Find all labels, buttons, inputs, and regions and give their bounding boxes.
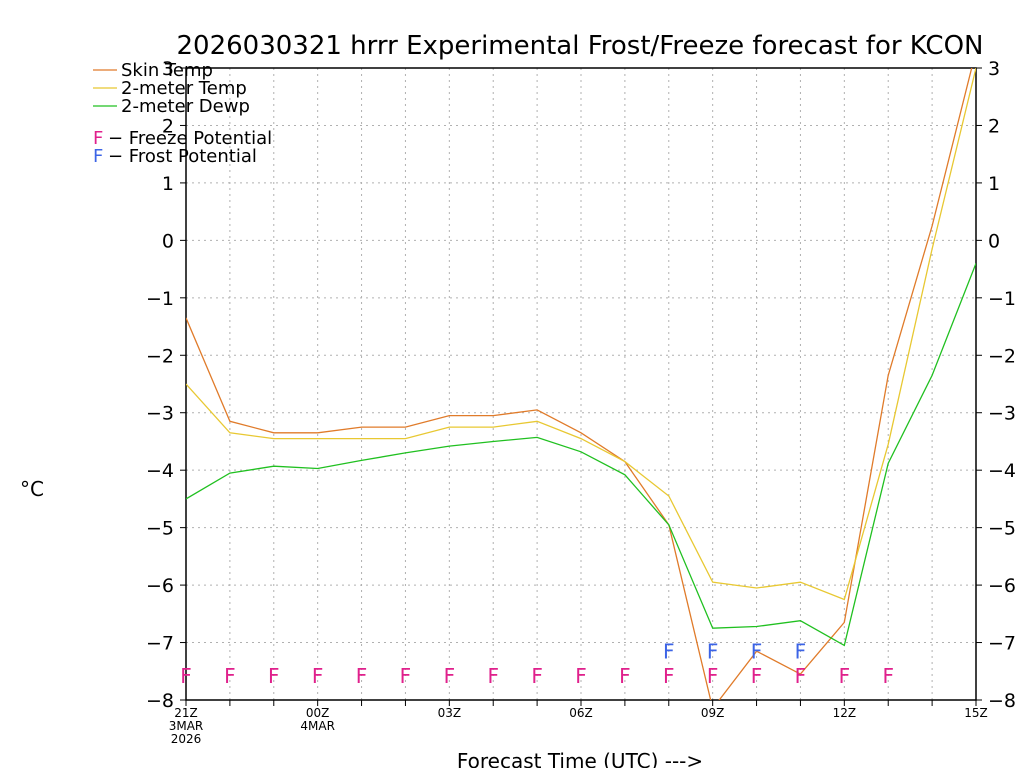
freeze-flag: F (839, 664, 851, 688)
y-tick-label-left: −6 (146, 575, 174, 597)
y-tick-label-left: −3 (146, 403, 174, 425)
freeze-flag: F (531, 664, 543, 688)
y-tick-label-left: −4 (146, 460, 174, 482)
x-tick-label: 12Z (833, 706, 857, 720)
flags-layer: F F F F F F F F F F F F F F F F FF F F F (180, 639, 894, 688)
y-tick-label-right: 2 (988, 115, 1000, 137)
x-axis-label: Forecast Time (UTC) ---> (457, 749, 703, 768)
x-tick-label: 21Z (174, 706, 198, 720)
x-tick-label: 4MAR (300, 719, 335, 733)
y-tick-label-left: 3 (162, 58, 174, 80)
y-tick-label-right: −5 (988, 518, 1016, 540)
freeze-flag: F (795, 664, 807, 688)
y-tick-label-left: −8 (146, 690, 174, 712)
freeze-flag: F (268, 664, 280, 688)
freeze-flag: F (312, 664, 324, 688)
series-line-2-meter-dewp (186, 263, 976, 647)
freeze-flag: F (487, 664, 499, 688)
y-tick-label-right: 1 (988, 173, 1000, 195)
flag-legend-glyph: F (93, 146, 103, 167)
y-tick-label-right: −2 (988, 345, 1016, 367)
freeze-flag: F (882, 664, 894, 688)
freeze-flag: F (707, 664, 719, 688)
y-tick-label-right: −1 (988, 288, 1016, 310)
legend-label: Skin Temp (121, 60, 213, 81)
freeze-flag: F (444, 664, 456, 688)
frost-flag: F (707, 639, 719, 663)
freeze-flag: F (751, 664, 763, 688)
flag-legend-glyph: F (93, 128, 103, 149)
y-tick-label-right: −8 (988, 690, 1016, 712)
series-line-skin-temp (186, 68, 973, 700)
x-tick-label: 03Z (438, 706, 462, 720)
y-tick-label-left: −2 (146, 345, 174, 367)
frost-flag: F (663, 639, 675, 663)
y-tick-label-left: 1 (162, 173, 174, 195)
x-tick-label: 2026 (171, 732, 202, 746)
y-tick-label-left: 0 (162, 230, 174, 252)
y-tick-label-right: −3 (988, 403, 1016, 425)
y-tick-label-left: 2 (162, 115, 174, 137)
legend-label: 2-meter Dewp (121, 96, 250, 117)
flag-legend-label: − Freeze Potential (108, 128, 272, 149)
axis-ticks: −8 −8 −7 −7 −6 −6 −5 −5 −4 −4 −3 −3 −2 −2 −1 −1 0 0 1 1 2 2 3 3… (146, 58, 1016, 746)
x-tick-label: 15Z (964, 706, 988, 720)
flag-legend-label: − Frost Potential (108, 146, 257, 167)
freeze-flag: F (180, 664, 192, 688)
y-tick-label-left: −5 (146, 518, 174, 540)
freeze-flag: F (575, 664, 587, 688)
frost-flag: F (795, 639, 807, 663)
series-line-2-meter-temp (186, 68, 976, 601)
y-tick-label-right: −6 (988, 575, 1016, 597)
y-tick-label-left: −1 (146, 288, 174, 310)
x-tick-label: 00Z (306, 706, 330, 720)
y-axis-label: °C (20, 477, 44, 501)
frost-flag: F (751, 639, 763, 663)
y-tick-label-right: 3 (988, 58, 1000, 80)
x-tick-label: 09Z (701, 706, 725, 720)
freeze-flag: F (663, 664, 675, 688)
y-tick-label-right: −7 (988, 633, 1016, 655)
freeze-flag: F (356, 664, 368, 688)
freeze-flag: F (400, 664, 412, 688)
legend-label: 2-meter Temp (121, 78, 247, 99)
freeze-flag: F (619, 664, 631, 688)
y-tick-label-right: −4 (988, 460, 1016, 482)
series-layer (186, 68, 976, 700)
chart-title: 2026030321 hrrr Experimental Frost/Freez… (176, 31, 983, 61)
y-tick-label-left: −7 (146, 633, 174, 655)
x-tick-label: 3MAR (169, 719, 204, 733)
freeze-flag: F (224, 664, 236, 688)
y-tick-label-right: 0 (988, 230, 1000, 252)
x-tick-label: 06Z (569, 706, 593, 720)
